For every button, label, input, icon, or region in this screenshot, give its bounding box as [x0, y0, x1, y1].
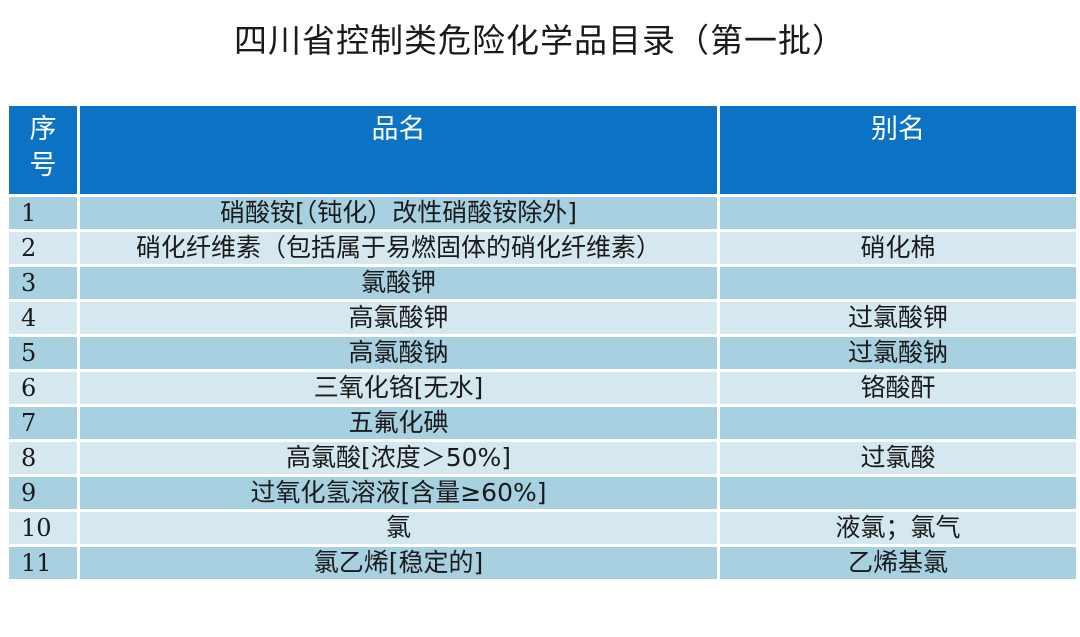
header-alias: 别名	[717, 106, 1079, 197]
row-alias	[717, 474, 1079, 512]
row-name: 氯乙烯[稳定的]	[77, 544, 720, 582]
row-alias: 硝化棉	[717, 229, 1079, 267]
table-row: 6 三氧化铬[无水] 铬酸酐	[6, 369, 1079, 407]
table-row: 2 硝化纤维素（包括属于易燃固体的硝化纤维素） 硝化棉	[6, 229, 1079, 267]
row-index: 11	[6, 544, 80, 582]
table-row: 4 高氯酸钾 过氯酸钾	[6, 299, 1079, 337]
table-row: 8 高氯酸[浓度＞50%] 过氯酸	[6, 439, 1079, 477]
row-alias: 过氯酸钾	[717, 299, 1079, 337]
row-index: 5	[6, 334, 80, 372]
row-index: 6	[6, 369, 80, 407]
chemicals-table: 序 号 品名 别名 1 硝酸铵[（钝化）改性硝酸铵除外] 2 硝化纤维素（包括属…	[6, 106, 1079, 582]
row-index: 7	[6, 404, 80, 442]
row-name: 高氯酸钠	[77, 334, 720, 372]
row-alias: 乙烯基氯	[717, 544, 1079, 582]
row-alias	[717, 264, 1079, 302]
table-row: 3 氯酸钾	[6, 264, 1079, 302]
row-name: 高氯酸[浓度＞50%]	[77, 439, 720, 477]
table-row: 7 五氟化碘	[6, 404, 1079, 442]
row-alias: 过氯酸钠	[717, 334, 1079, 372]
row-name: 硝酸铵[（钝化）改性硝酸铵除外]	[77, 194, 720, 232]
table-header-row: 序 号 品名 别名	[6, 106, 1079, 197]
row-name: 硝化纤维素（包括属于易燃固体的硝化纤维素）	[77, 229, 720, 267]
table-row: 10 氯 液氯；氯气	[6, 509, 1079, 547]
row-index: 2	[6, 229, 80, 267]
table-row: 1 硝酸铵[（钝化）改性硝酸铵除外]	[6, 194, 1079, 232]
row-index: 10	[6, 509, 80, 547]
row-name: 氯酸钾	[77, 264, 720, 302]
document-title: 四川省控制类危险化学品目录（第一批）	[234, 21, 846, 60]
row-alias	[717, 404, 1079, 442]
row-index: 9	[6, 474, 80, 512]
header-index-line2: 号	[29, 150, 57, 181]
table-row: 9 过氧化氢溶液[含量≥60%]	[6, 474, 1079, 512]
row-name: 五氟化碘	[77, 404, 720, 442]
row-alias: 铬酸酐	[717, 369, 1079, 407]
row-index: 8	[6, 439, 80, 477]
row-name: 过氧化氢溶液[含量≥60%]	[77, 474, 720, 512]
table-row: 11 氯乙烯[稳定的] 乙烯基氯	[6, 544, 1079, 582]
row-index: 3	[6, 264, 80, 302]
row-name: 高氯酸钾	[77, 299, 720, 337]
row-alias: 过氯酸	[717, 439, 1079, 477]
row-name: 氯	[77, 509, 720, 547]
row-index: 4	[6, 299, 80, 337]
row-name: 三氧化铬[无水]	[77, 369, 720, 407]
row-alias: 液氯；氯气	[717, 509, 1079, 547]
row-alias	[717, 194, 1079, 232]
table-row: 5 高氯酸钠 过氯酸钠	[6, 334, 1079, 372]
header-name: 品名	[77, 106, 720, 197]
header-index: 序 号	[6, 106, 80, 197]
row-index: 1	[6, 194, 80, 232]
header-index-line1: 序	[29, 114, 57, 145]
